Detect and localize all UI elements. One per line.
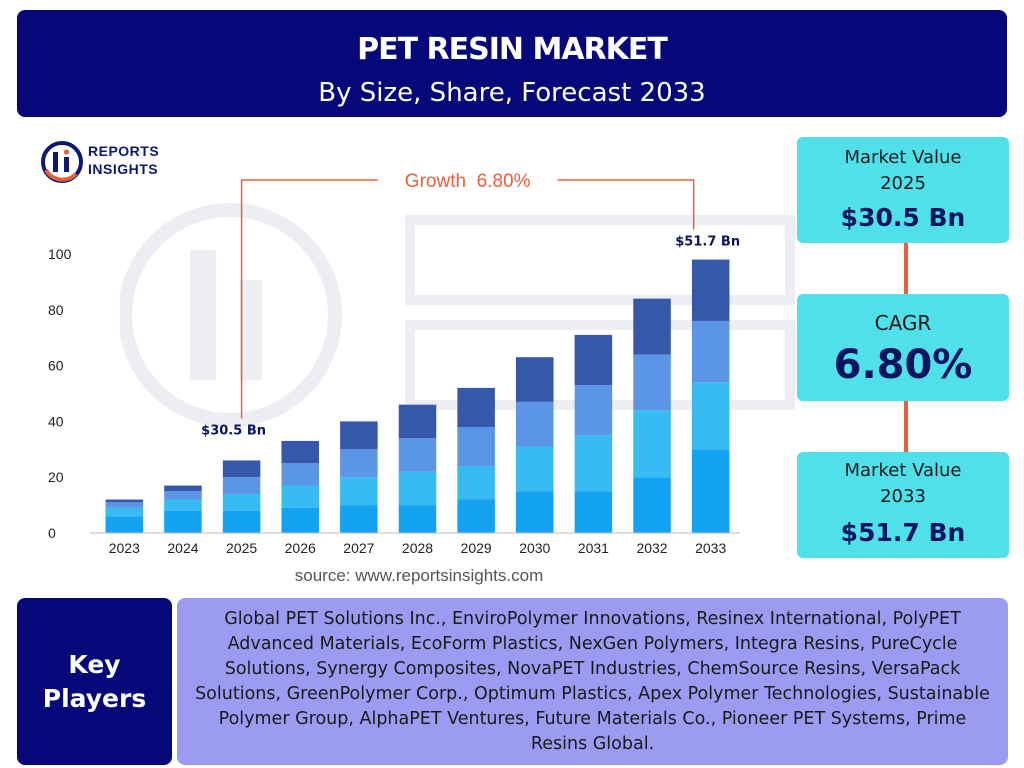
bar-segment	[457, 499, 495, 533]
bar-segment	[574, 491, 613, 533]
bar-segment	[457, 426, 495, 467]
header-banner: PET RESIN MARKET By Size, Share, Forecas…	[17, 10, 1007, 117]
growth-bracket-line	[240, 179, 695, 419]
bar-segment	[516, 446, 554, 492]
market-value-2025-label: Market Value	[844, 147, 962, 168]
x-tick-label: 2030	[519, 540, 550, 556]
bar-segment	[398, 505, 437, 533]
bar-segment	[222, 477, 261, 494]
x-tick-label: 2033	[695, 540, 726, 556]
key-players-list: Global PET Solutions Inc., EnviroPolymer…	[177, 598, 1008, 765]
bar-segment	[691, 259, 730, 321]
bar-segment	[164, 499, 202, 511]
bar-segment	[691, 320, 730, 383]
bar-segment	[222, 510, 261, 533]
bar-segment	[516, 357, 554, 402]
y-tick-label: 100	[48, 246, 72, 262]
x-tick-label: 2028	[402, 540, 433, 556]
stat-connector-bottom	[904, 401, 908, 452]
market-value-2025-box: Market Value 2025 $30.5 Bn	[797, 137, 1009, 243]
bar-segment	[105, 499, 144, 503]
key-players-heading-line1: Key	[68, 649, 121, 679]
bar-segment	[457, 466, 495, 500]
x-tick-label: 2023	[109, 540, 140, 556]
page-subtitle: By Size, Share, Forecast 2033	[318, 78, 706, 108]
bar-segment	[164, 485, 202, 492]
bar-segment	[164, 491, 202, 500]
market-value-2033-label: Market Value	[844, 460, 962, 481]
bar-segment	[105, 502, 144, 508]
bar-series	[105, 259, 730, 533]
bar-segment	[398, 438, 437, 472]
bar-segment	[457, 387, 495, 427]
bar-segment	[281, 463, 319, 486]
bar-segment	[340, 477, 378, 506]
bar-segment	[222, 460, 261, 478]
bar-segment	[633, 298, 671, 355]
x-tick-label: 2024	[167, 540, 198, 556]
bar-segment	[340, 421, 378, 450]
bar-segment	[574, 334, 613, 386]
page-title: PET RESIN MARKET	[357, 32, 668, 67]
market-value-2025-year: 2025	[880, 173, 926, 194]
x-tick-label: 2026	[285, 540, 316, 556]
bar-segment	[633, 477, 671, 533]
bar-segment	[574, 435, 613, 492]
bar-segment	[105, 507, 144, 517]
bar-segment	[105, 516, 144, 533]
x-tick-label: 2029	[461, 540, 492, 556]
y-tick-label: 60	[48, 358, 64, 374]
bar-segment	[516, 491, 554, 533]
market-value-2033-year: 2033	[880, 486, 926, 507]
reports-insights-logo: REPORTS INSIGHTS	[40, 140, 190, 185]
y-tick-label: 80	[48, 302, 64, 318]
source-caption: source: www.reportsinsights.com	[294, 566, 544, 585]
logo-mark-icon	[41, 141, 83, 183]
market-value-2025-value: $30.5 Bn	[840, 203, 966, 232]
bar-segment	[516, 401, 554, 447]
cagr-value: 6.80%	[833, 342, 973, 388]
bar-segment	[633, 410, 671, 478]
cagr-box: CAGR 6.80%	[797, 294, 1009, 401]
bar-segment	[164, 510, 202, 533]
bar-segment	[633, 354, 671, 411]
market-value-2033-value: $51.7 Bn	[840, 518, 966, 547]
x-tick-label: 2031	[578, 540, 609, 556]
bar-segment	[691, 449, 730, 533]
bar-segment	[574, 385, 613, 436]
y-axis-ticks: 0 20 40 60 80 100	[48, 246, 72, 541]
bar-segment	[691, 382, 730, 450]
growth-label-background	[377, 168, 558, 192]
bar-segment	[340, 449, 378, 478]
growth-label: Growth 6.80%	[405, 171, 531, 192]
logo-text-line1: REPORTS	[88, 143, 160, 159]
market-value-2033-box: Market Value 2033 $51.7 Bn	[797, 452, 1009, 558]
key-players-text: Global PET Solutions Inc., EnviroPolymer…	[195, 608, 990, 754]
bar-segment	[281, 507, 319, 533]
start-value-label: $30.5 Bn	[201, 423, 266, 438]
x-tick-label: 2027	[343, 540, 374, 556]
key-players-heading-line2: Players	[42, 683, 147, 713]
logo-text-line2: INSIGHTS	[88, 161, 159, 177]
bar-segment	[398, 404, 437, 439]
bar-segment	[281, 485, 319, 508]
stat-connector-top	[904, 243, 908, 294]
x-axis-ticks: 2023 2024 2025 2026 2027 2028 2029 2030 2031 2032…	[109, 540, 727, 556]
bar-segment	[222, 493, 261, 511]
end-value-label: $51.7 Bn	[675, 235, 740, 250]
x-tick-label: 2025	[226, 540, 257, 556]
y-tick-label: 40	[48, 413, 64, 429]
bar-segment	[281, 440, 319, 464]
bar-segment	[398, 471, 437, 506]
x-tick-label: 2032	[636, 540, 667, 556]
bar-segment	[340, 505, 378, 533]
key-players-heading: Key Players	[17, 598, 172, 765]
y-tick-label: 20	[48, 469, 64, 485]
y-tick-label: 0	[48, 525, 56, 541]
cagr-label: CAGR	[874, 311, 932, 335]
